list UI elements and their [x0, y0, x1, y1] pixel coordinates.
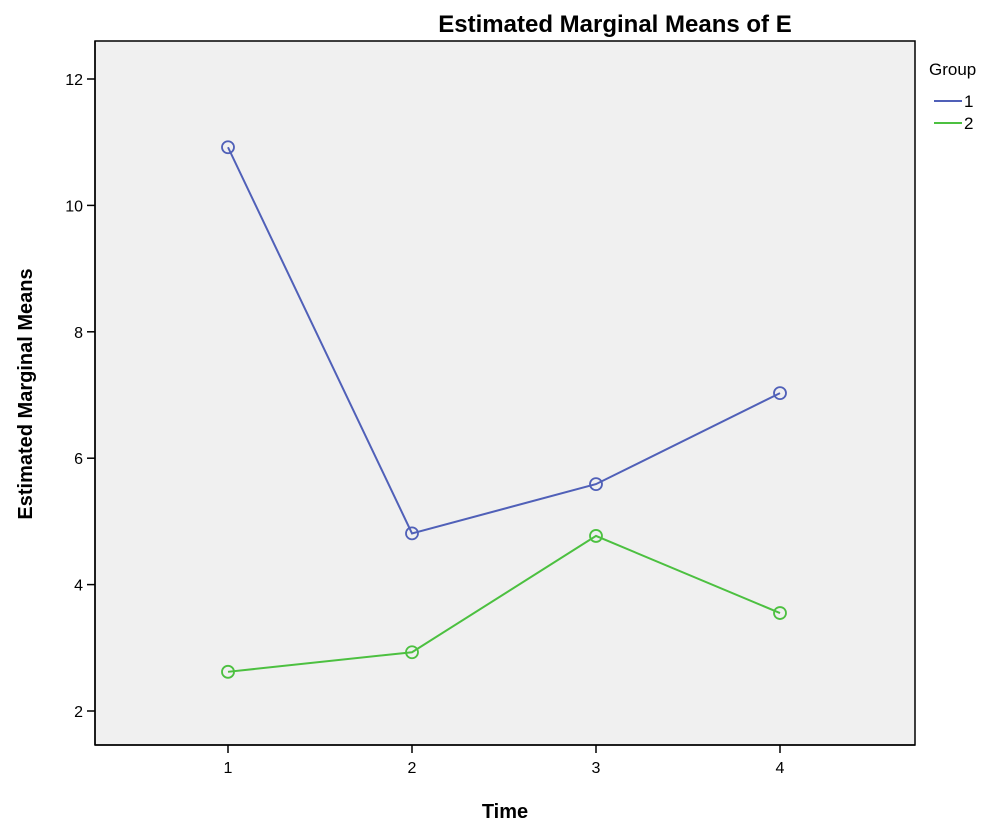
legend-title: Group — [929, 60, 976, 79]
data-point — [221, 664, 235, 679]
series-1 — [221, 140, 787, 541]
y-tick-label: 8 — [74, 325, 83, 342]
y-tick-label: 2 — [74, 704, 83, 721]
series-layer — [221, 140, 787, 679]
y-tick-label: 4 — [74, 578, 83, 595]
plot-area — [94, 40, 916, 746]
x-tick-label: 2 — [408, 760, 417, 777]
y-tick-label: 12 — [65, 72, 83, 89]
series-2 — [221, 529, 787, 679]
x-axis-title: Time — [482, 801, 528, 823]
y-axis: 2 4 6 8 10 12 — [65, 41, 96, 745]
data-point — [773, 386, 787, 401]
data-point — [589, 529, 603, 543]
x-axis: 1 2 3 4 — [95, 744, 915, 777]
data-point — [221, 140, 235, 155]
legend-item-2: 2 — [934, 114, 973, 133]
legend-label: 1 — [964, 92, 973, 111]
chart-title: Estimated Marginal Means of E — [438, 11, 791, 38]
y-axis-title: Estimated Marginal Means — [15, 268, 37, 519]
y-tick-label: 10 — [65, 198, 83, 215]
x-tick-label: 3 — [592, 760, 601, 777]
legend-item-1: 1 — [934, 92, 973, 111]
data-point — [589, 477, 603, 492]
series-line-1 — [227, 146, 781, 535]
data-point — [405, 645, 419, 660]
x-tick-label: 4 — [776, 760, 785, 777]
y-tick-label: 6 — [74, 451, 83, 468]
data-point — [405, 526, 419, 541]
series-line-2 — [227, 534, 781, 673]
legend-label: 2 — [964, 114, 973, 133]
x-tick-label: 1 — [224, 760, 233, 777]
legend-items: 12 — [934, 92, 973, 133]
data-point — [773, 606, 787, 620]
legend: Group 12 — [929, 60, 976, 133]
